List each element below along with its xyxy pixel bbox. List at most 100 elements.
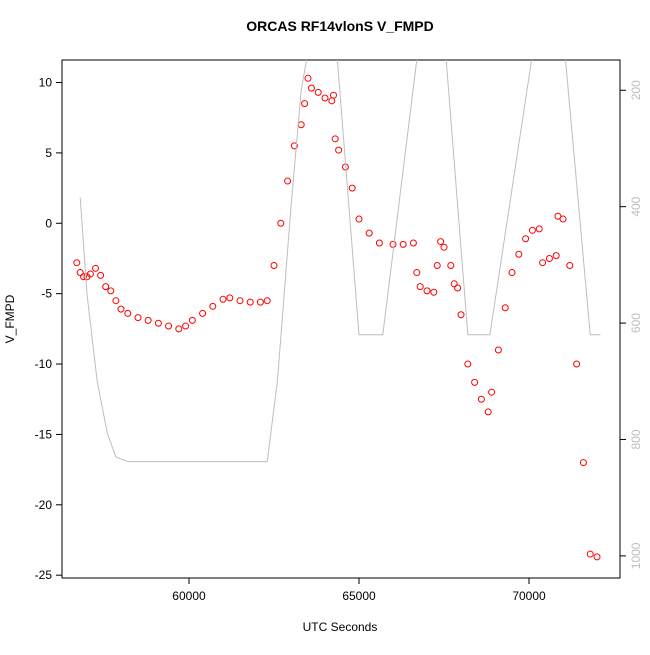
y2-tick-label: 600 (629, 313, 643, 333)
data-point (304, 74, 312, 82)
data-point (409, 239, 417, 247)
y2-tick-label: 200 (629, 80, 643, 100)
data-point (375, 239, 383, 247)
data-point (219, 295, 227, 303)
data-point (154, 319, 162, 327)
data-point (124, 309, 132, 317)
data-point (182, 322, 190, 330)
data-point (423, 287, 431, 295)
data-point (528, 226, 536, 234)
data-point (117, 305, 125, 313)
data-point (314, 88, 322, 96)
data-point (566, 262, 574, 270)
data-point (522, 235, 530, 243)
data-point (175, 325, 183, 333)
data-point (573, 360, 581, 368)
data-point (471, 378, 479, 386)
data-point (86, 270, 94, 278)
y-tick-label: 0 (45, 216, 52, 230)
data-point (535, 225, 543, 233)
data-point (586, 550, 594, 558)
data-point (450, 280, 458, 288)
data-point (365, 229, 373, 237)
data-point (246, 298, 254, 306)
y-tick-label: -25 (35, 568, 53, 582)
data-point (559, 215, 567, 223)
data-point (134, 314, 142, 322)
data-point (488, 388, 496, 396)
pressure-line (79, 60, 601, 463)
data-point (430, 288, 438, 296)
data-point (270, 262, 278, 270)
data-point (236, 297, 244, 305)
data-point (433, 262, 441, 270)
data-point (188, 316, 196, 324)
data-point (593, 553, 601, 561)
y-tick-label: 5 (45, 146, 52, 160)
y2-tick-label: 400 (629, 196, 643, 216)
data-point (256, 298, 264, 306)
data-point (447, 262, 455, 270)
data-point (389, 240, 397, 248)
chart-title: ORCAS RF14vlonS V_FMPD (246, 18, 433, 34)
data-point (330, 91, 338, 99)
data-point (307, 84, 315, 92)
data-point (199, 309, 207, 317)
data-point (297, 121, 305, 129)
data-point (321, 94, 329, 102)
data-point (73, 259, 81, 267)
data-point (144, 316, 152, 324)
data-point (515, 250, 523, 258)
data-point (290, 142, 298, 150)
x-tick-label: 65000 (342, 589, 376, 603)
x-tick-label: 70000 (512, 589, 546, 603)
data-point (76, 269, 84, 277)
data-point (301, 100, 309, 108)
data-point (331, 135, 339, 143)
data-point (416, 283, 424, 291)
data-point (501, 304, 509, 312)
data-point (579, 459, 587, 467)
data-point (107, 287, 115, 295)
data-point (348, 184, 356, 192)
data-point (539, 259, 547, 267)
data-point (91, 264, 99, 272)
data-point (277, 219, 285, 227)
y-tick-label: -5 (41, 287, 52, 301)
data-point (112, 297, 120, 305)
data-point (165, 322, 173, 330)
data-point (457, 311, 465, 319)
data-point (284, 177, 292, 185)
x-axis-label: UTC Seconds (303, 620, 378, 634)
data-point (80, 273, 88, 281)
y-tick-label: 10 (39, 76, 53, 90)
data-point (226, 294, 234, 302)
data-point (97, 271, 105, 279)
data-point (437, 238, 445, 246)
data-point (484, 408, 492, 416)
y2-tick-label: 1000 (629, 542, 643, 569)
data-point (552, 252, 560, 260)
y-axis-label: V_FMPD (3, 294, 17, 343)
data-point (554, 212, 562, 220)
data-point (440, 243, 448, 251)
plot-area (73, 60, 601, 561)
y-tick-label: -20 (35, 498, 53, 512)
data-point (545, 254, 553, 262)
data-point (454, 284, 462, 292)
data-point (209, 302, 217, 310)
y-tick-label: -10 (35, 357, 53, 371)
data-point (355, 215, 363, 223)
data-point (399, 240, 407, 248)
data-point (328, 97, 336, 105)
y-tick-label: -15 (35, 427, 53, 441)
data-point (508, 269, 516, 277)
data-point (413, 269, 421, 277)
data-point (263, 297, 271, 305)
data-point (464, 360, 472, 368)
data-point (477, 395, 485, 403)
data-point (335, 146, 343, 154)
plot-frame (61, 59, 621, 579)
data-point (494, 346, 502, 354)
